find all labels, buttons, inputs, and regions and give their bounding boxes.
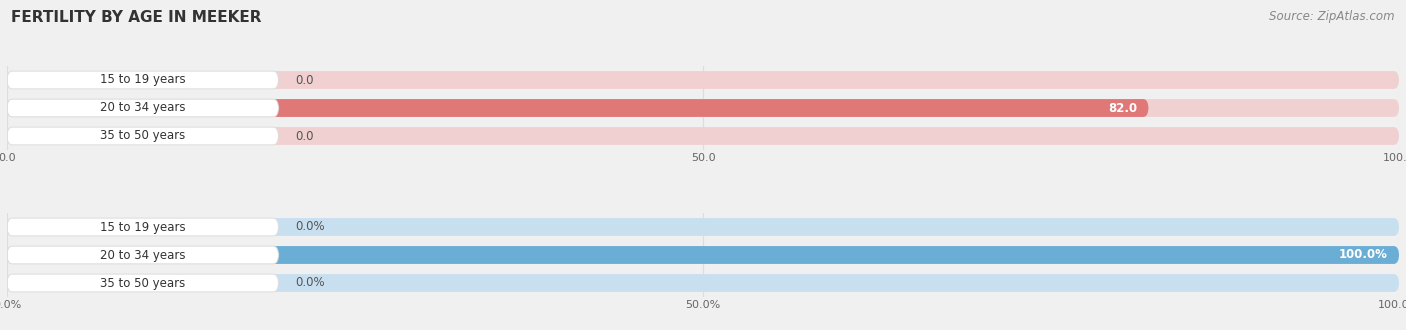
Text: 0.0%: 0.0% [295,220,325,234]
Text: 0.0: 0.0 [295,129,314,143]
FancyBboxPatch shape [7,274,278,292]
Text: 15 to 19 years: 15 to 19 years [100,74,186,86]
Text: 35 to 50 years: 35 to 50 years [100,277,186,289]
FancyBboxPatch shape [7,127,1399,145]
FancyBboxPatch shape [7,71,1399,89]
FancyBboxPatch shape [7,99,1149,117]
FancyBboxPatch shape [7,274,1399,292]
Text: 0.0%: 0.0% [295,277,325,289]
Text: Source: ZipAtlas.com: Source: ZipAtlas.com [1270,10,1395,23]
Text: FERTILITY BY AGE IN MEEKER: FERTILITY BY AGE IN MEEKER [11,10,262,25]
FancyBboxPatch shape [7,246,1399,264]
FancyBboxPatch shape [7,218,1399,236]
Text: 100.0%: 100.0% [1339,248,1388,261]
FancyBboxPatch shape [7,246,278,264]
Text: 20 to 34 years: 20 to 34 years [100,102,186,115]
FancyBboxPatch shape [7,99,1399,117]
FancyBboxPatch shape [7,246,1399,264]
Text: 35 to 50 years: 35 to 50 years [100,129,186,143]
FancyBboxPatch shape [7,127,278,145]
Text: 20 to 34 years: 20 to 34 years [100,248,186,261]
FancyBboxPatch shape [7,71,278,89]
FancyBboxPatch shape [7,99,278,117]
Text: 82.0: 82.0 [1108,102,1137,115]
Text: 15 to 19 years: 15 to 19 years [100,220,186,234]
FancyBboxPatch shape [7,218,278,236]
Text: 0.0: 0.0 [295,74,314,86]
